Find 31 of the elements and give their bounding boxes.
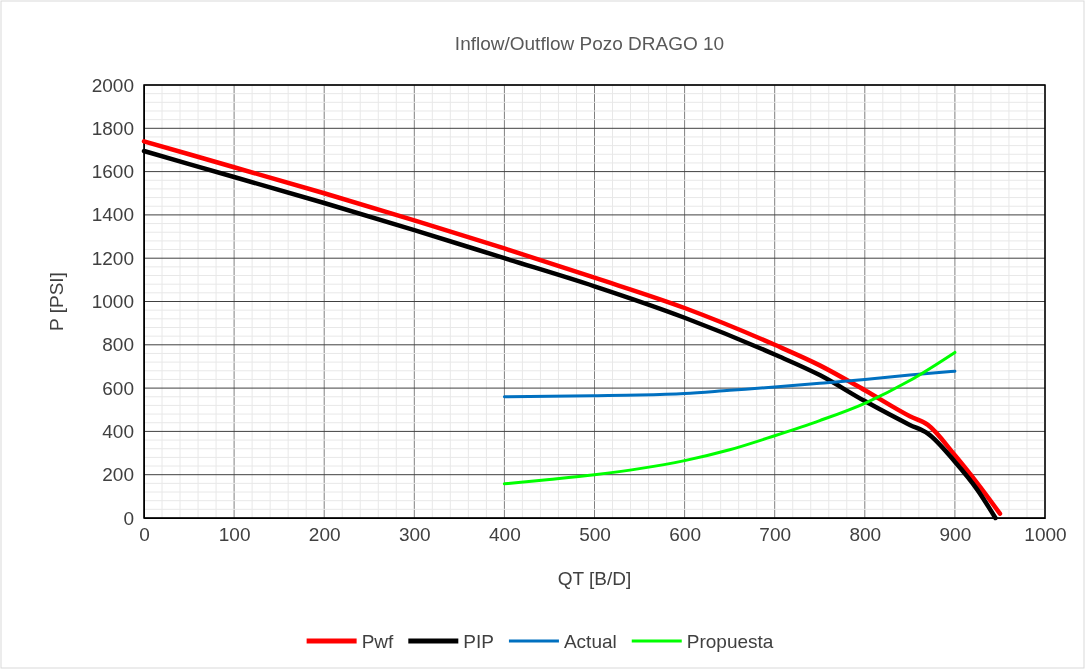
chart-title: Inflow/Outflow Pozo DRAGO 10 <box>454 33 725 54</box>
x-tick-label: 600 <box>669 524 701 546</box>
x-tick-label: 100 <box>218 524 251 546</box>
line-series <box>502 369 957 399</box>
y-tick-label: 2000 <box>91 74 134 96</box>
y-tick-label: 0 <box>123 507 134 529</box>
y-tick-label: 1200 <box>91 247 134 269</box>
y-tick-label: 1800 <box>91 117 134 139</box>
y-tick-label: 800 <box>102 334 134 356</box>
x-tick-label: 700 <box>759 524 792 546</box>
x-tick-label: 300 <box>398 524 431 546</box>
legend-label: Pwf <box>361 631 395 652</box>
x-axis-title: QT [B/D] <box>557 568 632 589</box>
legend-label: Propuesta <box>686 631 774 652</box>
x-tick-label: 500 <box>579 524 611 546</box>
y-tick-label: 1600 <box>91 161 134 183</box>
y-tick-label: 400 <box>102 420 134 442</box>
y-tick-label: 1000 <box>91 291 134 313</box>
x-tick-label: 800 <box>849 524 882 546</box>
y-tick-label: 200 <box>102 464 134 486</box>
legend-label: PIP <box>463 631 494 652</box>
y-axis-title: P [PSI] <box>46 272 67 331</box>
x-tick-label: 400 <box>489 524 521 546</box>
y-tick-label: 1400 <box>91 204 134 226</box>
line-series <box>502 350 957 486</box>
y-tick-label: 600 <box>102 377 134 399</box>
x-tick-label: 0 <box>139 524 150 546</box>
x-tick-label: 1000 <box>1024 524 1067 546</box>
x-tick-label: 900 <box>939 524 972 546</box>
legend-label: Actual <box>563 631 617 652</box>
x-tick-label: 200 <box>308 524 341 546</box>
